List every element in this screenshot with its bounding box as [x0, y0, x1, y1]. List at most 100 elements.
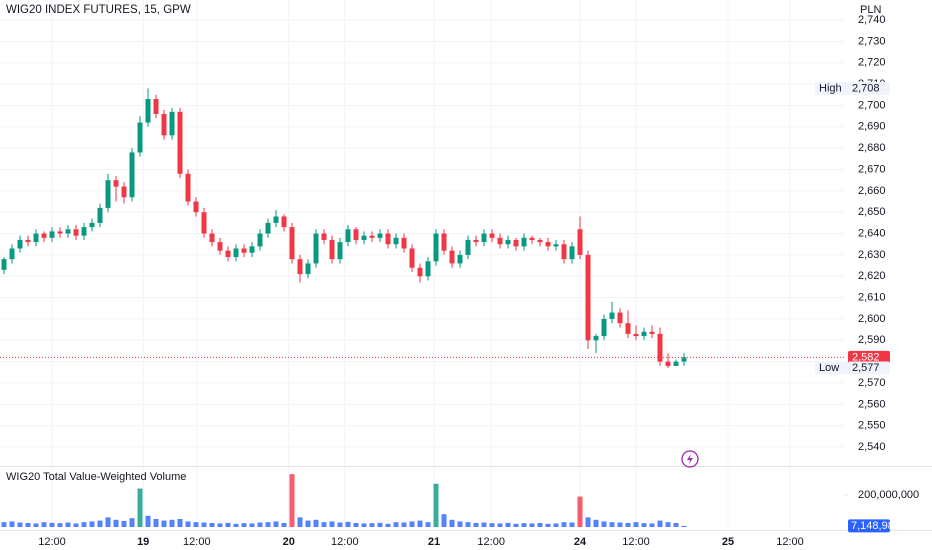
grid — [0, 0, 844, 530]
low-value-badge — [848, 361, 890, 375]
candle-body — [401, 237, 407, 249]
flash-icon[interactable] — [681, 450, 699, 468]
volume-bar — [241, 523, 247, 527]
candle-body — [393, 237, 399, 245]
x-tick-label: 25 — [722, 536, 734, 548]
volume-bar — [105, 517, 111, 527]
candle-body — [185, 173, 191, 202]
candle-body — [673, 361, 679, 366]
y-tick-label: 2,610 — [858, 292, 886, 304]
volume-bar — [73, 523, 79, 527]
volume-bar — [433, 483, 439, 527]
candle-body — [81, 227, 87, 236]
volume-bar — [145, 515, 151, 527]
candle-body — [481, 233, 487, 243]
candle-body — [417, 267, 423, 277]
volume-bar — [49, 522, 55, 527]
volume-bar — [337, 522, 343, 527]
candle-body — [177, 111, 183, 174]
y-tick-label: 2,690 — [858, 121, 886, 133]
volume-bar — [233, 523, 239, 527]
y-tick-label: 2,550 — [858, 420, 886, 432]
volume-bar — [129, 518, 135, 527]
low-value: 2,577 — [852, 362, 880, 374]
candle-body — [641, 331, 647, 337]
last-price-badge — [848, 350, 890, 364]
candle-body — [585, 254, 591, 341]
candle-body — [625, 323, 631, 334]
volume-bar — [177, 518, 183, 527]
volume-bar — [169, 519, 175, 527]
y-tick-label: 2,630 — [858, 249, 886, 261]
candle-body — [161, 113, 167, 136]
volume-bar — [505, 522, 511, 527]
candle-body — [297, 259, 303, 275]
x-tick-label: 19 — [137, 536, 149, 548]
volume-bar — [297, 517, 303, 527]
candle-body — [233, 248, 239, 258]
volume-bar — [225, 522, 231, 527]
volume-bar — [249, 523, 255, 527]
y-tick-label: 2,730 — [858, 35, 886, 47]
candle-body — [217, 242, 223, 251]
candle-body — [449, 250, 455, 264]
y-tick-label: 2,660 — [858, 185, 886, 197]
candle-body — [529, 237, 535, 240]
volume-bar — [393, 522, 399, 527]
y-tick-label: 2,680 — [858, 142, 886, 154]
candle-body — [545, 242, 551, 247]
volume-bar — [681, 525, 687, 527]
candle-body — [321, 233, 327, 240]
volume-bar — [137, 488, 143, 527]
volume-bar — [217, 523, 223, 527]
low-label-badge — [815, 361, 848, 375]
candle-body — [305, 263, 311, 275]
volume-bar — [545, 523, 551, 527]
candle-body — [369, 235, 375, 238]
volume-bar — [513, 523, 519, 527]
candle-body — [41, 233, 47, 238]
volume-bar — [385, 523, 391, 527]
candle-body — [169, 111, 175, 136]
candle-body — [57, 231, 63, 234]
candle-body — [657, 333, 663, 362]
volume-bar — [377, 522, 383, 527]
volume-bar — [473, 522, 479, 527]
y-tick-label: 2,740 — [858, 14, 886, 26]
x-tick-label: 20 — [283, 536, 295, 548]
volume-bar — [641, 523, 647, 527]
candle-body — [9, 248, 15, 260]
candle-body — [273, 216, 279, 223]
y-tick-label: 2,620 — [858, 270, 886, 282]
volume-bar — [609, 522, 615, 527]
volume-bar — [465, 522, 471, 527]
y-tick-label: 2,640 — [858, 227, 886, 239]
volume-bar — [209, 522, 215, 527]
low-label: Low — [819, 362, 839, 374]
candle-body — [457, 254, 463, 264]
volume-bar — [353, 522, 359, 527]
volume-bar — [89, 521, 95, 527]
candle-body — [505, 239, 511, 245]
volume-bar — [489, 523, 495, 527]
candle-body — [609, 312, 615, 319]
candle-body — [49, 231, 55, 238]
candle-body — [121, 186, 127, 198]
y-tick-label: 2,540 — [858, 441, 886, 453]
candle-body — [601, 318, 607, 337]
candle-body — [89, 222, 95, 228]
currency: PLN — [860, 4, 881, 16]
volume-bar — [441, 514, 447, 527]
volume-tick-label: 200,000,000 — [858, 489, 919, 501]
candle-body — [145, 99, 151, 123]
volume-title: WIG20 Total Value-Weighted Volume — [6, 471, 186, 483]
volume-bar — [113, 519, 119, 527]
x-tick-label: 21 — [428, 536, 440, 548]
volume-bar — [65, 522, 71, 527]
volume-bar — [625, 522, 631, 527]
volume-bar — [481, 522, 487, 527]
candle-body — [201, 212, 207, 234]
candle-body — [569, 246, 575, 260]
